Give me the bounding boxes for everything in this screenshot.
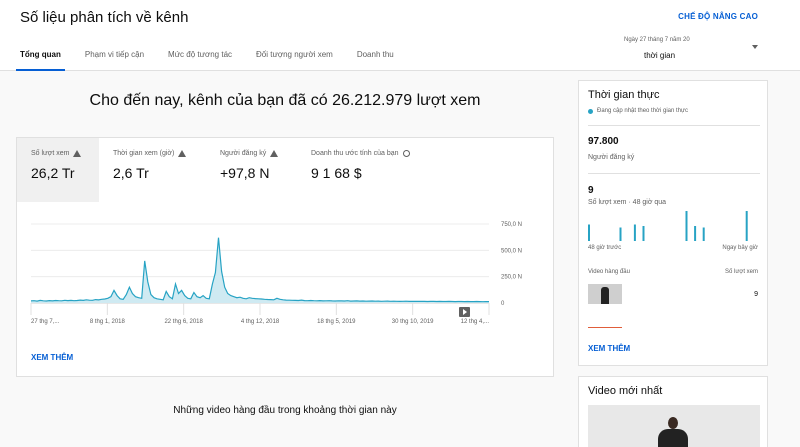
realtime-views-label: Số lượt xem · 48 giờ qua (588, 199, 667, 206)
tab-audience[interactable]: Đối tượng người xem (256, 50, 333, 59)
metric-views[interactable]: Số lượt xem 26,2 Tr (17, 138, 99, 202)
realtime-live-label: Đang cập nhật theo thời gian thực (597, 108, 689, 114)
latest-video-thumbnail[interactable] (588, 405, 760, 447)
page-title: Số liệu phân tích về kênh (20, 9, 189, 26)
warning-icon (178, 150, 187, 157)
tab-revenue[interactable]: Doanh thu (356, 50, 394, 59)
top-video-progress-bar (588, 327, 622, 328)
realtime-subscribers-label: Người đăng ký (588, 154, 635, 161)
metric-value: 9 1 68 $ (311, 165, 362, 181)
metric-label: Doanh thu ước tính của bạn (311, 150, 399, 157)
tab-bar: Tổng quan Phạm vi tiếp cận Mức độ tương … (12, 40, 410, 71)
metric-label: Thời gian xem (giờ) (113, 150, 175, 157)
realtime-views-chart (588, 211, 748, 241)
header: Số liệu phân tích về kênh CHẾ ĐỘ NÂNG CA… (0, 0, 800, 71)
tab-overview[interactable]: Tổng quan (12, 40, 69, 71)
mini-chart-start-label: 48 giờ trước (588, 245, 622, 251)
x-tick-label: 18 thg 5, 2019 (317, 319, 356, 325)
series-area (31, 237, 489, 303)
realtime-card: Thời gian thực Đang cập nhật theo thời g… (578, 80, 768, 366)
see-more-link[interactable]: XEM THÊM (31, 353, 74, 362)
latest-video-card: Video mới nhất (578, 376, 768, 447)
date-range-selector[interactable]: Ngày 27 tháng 7 năm 20 thời gian (596, 33, 764, 65)
advanced-mode-link[interactable]: CHẾ ĐỘ NÂNG CAO (678, 12, 758, 21)
date-range-sub: Ngày 27 tháng 7 năm 20 (624, 37, 690, 43)
x-tick-label: 4 thg 12, 2018 (241, 319, 280, 325)
total-views-headline: Cho đến nay, kênh của bạn đã có 26.212.9… (89, 92, 481, 109)
x-tick-label: 12 thg 4,... (461, 319, 490, 325)
mini-bar (619, 227, 622, 241)
top-video-thumbnail[interactable] (588, 284, 622, 304)
metric-label: Người đăng ký (220, 150, 267, 157)
x-tick-label: 30 thg 10, 2019 (392, 319, 434, 325)
x-tick-label: 8 thg 1, 2018 (90, 319, 126, 325)
top-video-views-label: Số lượt xem (725, 269, 758, 275)
realtime-subscribers-value: 97.800 (588, 136, 619, 147)
series-line (30, 237, 489, 303)
dropdown-arrow-icon (752, 45, 758, 49)
y-tick-label: 750,0 N (501, 222, 522, 228)
views-chart: 750,0 N 500,0 N 250,0 N 0 27 thg 7,... 8 thg … (30, 222, 522, 325)
mini-bar (633, 224, 636, 241)
metric-value: +97,8 N (220, 165, 270, 181)
realtime-see-more-link[interactable]: XEM THÊM (588, 344, 631, 353)
mini-bar (745, 211, 748, 241)
metric-subscribers[interactable]: Người đăng ký +97,8 N (220, 138, 302, 202)
metric-value: 2,6 Tr (113, 165, 149, 181)
mini-bar (694, 226, 697, 241)
top-video-label: Video hàng đầu (588, 269, 630, 275)
play-icon[interactable] (459, 307, 470, 317)
divider (588, 173, 760, 174)
mini-chart-end-label: Ngay bây giờ (722, 245, 758, 251)
x-tick-label: 22 thg 6, 2018 (164, 319, 203, 325)
overview-chart-card: Số lượt xem 26,2 Tr Thời gian xem (giờ) … (16, 137, 554, 377)
info-icon (402, 150, 410, 157)
date-range-main: thời gian (644, 51, 676, 60)
top-videos-title: Những video hàng đầu trong khoảng thời g… (173, 405, 397, 416)
warning-icon (73, 150, 82, 157)
metric-value: 26,2 Tr (31, 165, 75, 181)
mini-bar (702, 227, 705, 241)
y-tick-label: 500,0 N (501, 248, 522, 254)
metric-watch-time[interactable]: Thời gian xem (giờ) 2,6 Tr (113, 138, 213, 202)
latest-video-title: Video mới nhất (588, 385, 663, 397)
realtime-title: Thời gian thực (588, 89, 660, 101)
realtime-views-value: 9 (588, 185, 594, 196)
live-dot-icon (588, 108, 593, 114)
metric-revenue[interactable]: Doanh thu ước tính của bạn 9 1 68 $ (311, 138, 431, 202)
mini-bar (588, 224, 590, 241)
top-video-views-count: 9 (754, 291, 758, 298)
divider (588, 125, 760, 126)
warning-icon (270, 150, 279, 157)
tab-engagement[interactable]: Mức độ tương tác (168, 50, 233, 59)
x-tick-label: 27 thg 7,... (31, 319, 60, 325)
metric-label: Số lượt xem (31, 150, 70, 157)
y-tick-label: 0 (501, 301, 505, 307)
mini-bar (685, 211, 688, 241)
mini-bar (642, 226, 645, 241)
y-tick-label: 250,0 N (501, 275, 522, 281)
tab-reach[interactable]: Phạm vi tiếp cận (84, 50, 145, 59)
